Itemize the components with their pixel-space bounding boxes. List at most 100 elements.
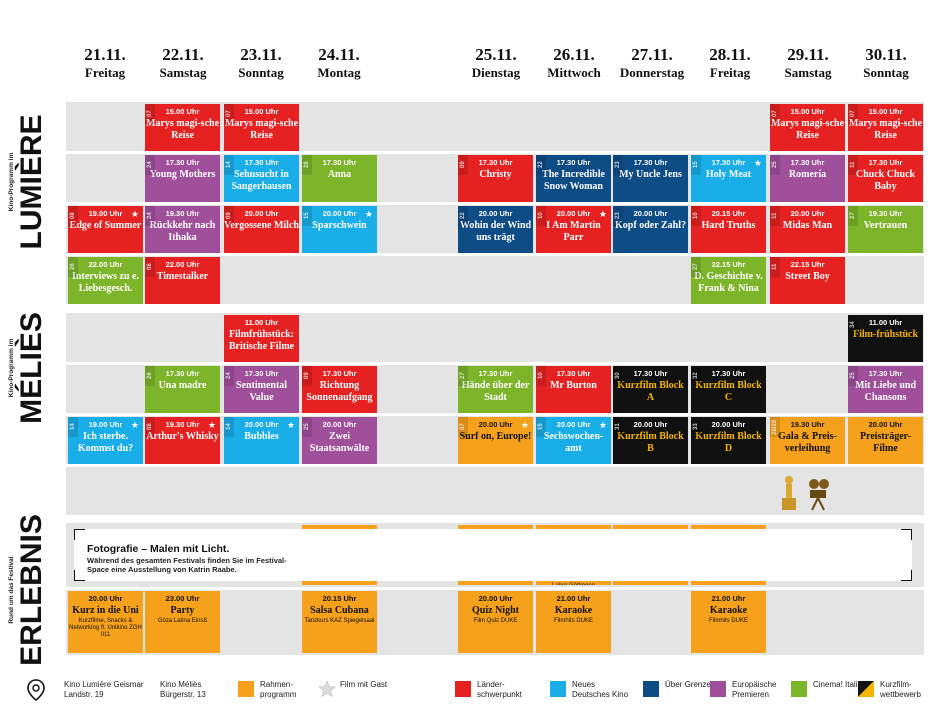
film-title: Interviews zu e. Liebesgesch. [72, 271, 139, 294]
event-cell[interactable]: 21.00 Uhr Karaoke Filmhits DUKE [536, 591, 611, 653]
event-cell[interactable]: 20.00 Uhr Kurz in die Uni Kurzfilme, Snack… [68, 591, 143, 653]
film-cell[interactable]: 25 20.00 Uhr Zwei Staatsanwälte [302, 417, 377, 464]
film-title: Midas Man [782, 220, 833, 231]
event-info: Göza Latina Einsß [157, 618, 208, 624]
film-cell[interactable]: 22 17.30 Uhr The Incredible Snow Woman [536, 155, 611, 202]
day-weekday: Samstag [784, 65, 832, 80]
day-weekday: Dienstag [471, 65, 521, 80]
venue-melies: Kino Méliès Bürgerstr. 13 [160, 680, 206, 699]
film-cell[interactable]: 11 20.00 Uhr Midas Man [770, 206, 845, 253]
film-cell[interactable]: 07 ★ 20.00 Uhr Surf on, Europe! [458, 417, 533, 464]
film-cell[interactable]: 14 17.30 Uhr Sehnsucht in Sangerhausen [224, 155, 299, 202]
exhibition-title: Fotografie – Malen mit Licht. [87, 543, 230, 555]
film-cell[interactable]: 14 ★ 19.00 Uhr Ich sterbe. Kommst du? [68, 417, 143, 464]
film-cell[interactable]: 23 17.30 Uhr My Uncle Jens [613, 155, 688, 202]
category-number: 25 [848, 366, 858, 386]
film-cell[interactable]: 10 ★ 20.00 Uhr I Am Martin Parr [536, 206, 611, 253]
film-cell[interactable]: 34 11.00 Uhr Film-frühstück [848, 315, 923, 362]
film-cell[interactable]: 26 17.30 Uhr Anna [302, 155, 377, 202]
film-cell[interactable]: 14 ★ 20.00 Uhr Bubbles [224, 417, 299, 464]
film-title: D. Geschichte v. Frank & Nina [694, 271, 763, 294]
film-title: Hände über der Stadt [461, 380, 530, 403]
film-cell[interactable]: 11 17.30 Uhr Chuck Chuck Baby [848, 155, 923, 202]
day-date: 26.11. [553, 45, 595, 64]
event-cell[interactable]: 23.00 Uhr Party Göza Latina Einsß [145, 591, 220, 653]
category-number: 25 [770, 155, 780, 175]
day-weekday: Samstag [159, 65, 207, 80]
film-cell[interactable]: 08 ★ 19.00 Uhr Edge of Summer [68, 206, 143, 253]
event-title: Quiz Night [472, 605, 519, 616]
film-cell[interactable]: 07 15.00 Uhr Marys magi-sche Reise [848, 104, 923, 151]
film-cell[interactable]: 15 ★ 20.00 Uhr Sparschwein [302, 206, 377, 253]
film-cell[interactable]: 33 20.00 Uhr Kurzfilm Block D [691, 417, 766, 464]
corner-mark [901, 529, 912, 540]
lumiere-sub: Kino-Programm im [8, 152, 15, 212]
film-cell[interactable]: 24 17.30 Uhr Young Mothers [145, 155, 220, 202]
film-cell[interactable]: 25 17.30 Uhr Romería [770, 155, 845, 202]
event-cell[interactable]: 20.00 Uhr Quiz Night Film Quiz DUKE [458, 591, 533, 653]
day-header: 23.11. Sonntag [221, 46, 301, 79]
film-cell[interactable]: 10 20.15 Uhr Hard Truths [691, 206, 766, 253]
film-cell[interactable]: 24 19.30 Uhr Rückkehr nach Ithaka [145, 206, 220, 253]
corner-mark [74, 570, 85, 581]
film-title: Bubbles [244, 431, 279, 442]
film-cell[interactable]: 22 20.00 Uhr Wohin der Wind uns trägt [458, 206, 533, 253]
star-icon: ★ [130, 420, 139, 430]
film-cell[interactable]: 07 15.00 Uhr Marys magi-sche Reise [145, 104, 220, 151]
film-cell[interactable]: 08 ★ 19.30 Uhr Arthur's Whisky [145, 417, 220, 464]
film-cell[interactable]: 08 22.00 Uhr Timestalker [145, 257, 220, 304]
event-time: 23.00 Uhr [165, 594, 200, 603]
film-time: 15.00 Uhr [244, 107, 279, 116]
day-header: 29.11. Samstag [768, 46, 848, 79]
film-cell[interactable]: 11.00 Uhr Filmfrühstück: Britische Filme [224, 315, 299, 362]
category-number: 23 [613, 155, 623, 175]
film-time: 19.30 Uhr [165, 420, 200, 429]
event-cell[interactable]: 21.00 Uhr Karaoke Filmhits DUKE [691, 591, 766, 653]
venue-lumiere: Kino Lumière Geismar Landstr. 19 [64, 680, 144, 699]
film-time: 17.30 Uhr [790, 158, 825, 167]
star-icon: ★ [598, 420, 607, 430]
film-cell[interactable]: 25 17.30 Uhr Mit Liebe und Chansons [848, 366, 923, 413]
film-cell[interactable]: 09 17.30 Uhr Christy [458, 155, 533, 202]
film-time: 19.00 Uhr [88, 209, 123, 218]
film-time: 20.15 Uhr [711, 209, 746, 218]
film-cell[interactable]: 09 17.30 Uhr Richtung Sonnenaufgang [302, 366, 377, 413]
film-title: Marys magi-sche Reise [224, 118, 299, 141]
star-icon [318, 680, 336, 698]
film-title: Christy [479, 169, 512, 180]
film-cell[interactable]: 11 22.15 Uhr Street Boy [770, 257, 845, 304]
category-number: 08 [68, 206, 78, 226]
film-cell[interactable]: 31 20.00 Uhr Kurzfilm Block B [613, 417, 688, 464]
film-cell[interactable]: 32 17.30 Uhr Kurzfilm Block C [691, 366, 766, 413]
film-cell[interactable]: 15 ★ 20.00 Uhr Sechswochen-amt [536, 417, 611, 464]
day-header: 27.11. Donnerstag [612, 46, 692, 79]
event-info: Film Quiz DUKE [473, 618, 518, 624]
film-cell[interactable]: 07 15.00 Uhr Marys magi-sche Reise [224, 104, 299, 151]
category-number: 22 [536, 155, 546, 175]
category-number: 11 [770, 257, 780, 277]
category-number: 09 [458, 155, 468, 175]
film-cell[interactable]: 10 17.30 Uhr Mr Burton [536, 366, 611, 413]
event-cell[interactable]: 20.15 Uhr Salsa Cubana Tanzkurs KAZ Spiege… [302, 591, 377, 653]
film-cell[interactable]: 26 17.30 Uhr Una madre [145, 366, 220, 413]
film-cell[interactable]: 28/29 19.30 Uhr Gala & Preis-verleihung [770, 417, 845, 464]
film-cell[interactable]: 30 17.30 Uhr Kurzfilm Block A [613, 366, 688, 413]
film-title: Gala & Preis-verleihung [778, 431, 837, 454]
film-cell[interactable]: 09 20.00 Uhr Vergossene Milch [224, 206, 299, 253]
film-cell[interactable]: 20.00 Uhr Preisträger-Filme [848, 417, 923, 464]
film-cell[interactable]: 15 ★ 17.30 Uhr Holy Meat [691, 155, 766, 202]
film-cell[interactable]: 07 15.00 Uhr Marys magi-sche Reise [770, 104, 845, 151]
film-cell[interactable]: 23 20.00 Uhr Kopf oder Zahl? [613, 206, 688, 253]
day-date: 29.11. [787, 45, 829, 64]
category-number: 14 [224, 155, 234, 175]
star-icon: ★ [207, 420, 216, 430]
film-cell[interactable]: 27 22.15 Uhr D. Geschichte v. Frank & Nina [691, 257, 766, 304]
film-cell[interactable]: 27 17.30 Uhr Hände über der Stadt [458, 366, 533, 413]
film-cell[interactable]: 26 22.00 Uhr Interviews zu e. Liebesgesch. [68, 257, 143, 304]
row-separator [66, 253, 924, 256]
legend-label: Rahmen-programm [260, 680, 297, 699]
category-number: 33 [691, 417, 701, 437]
film-cell[interactable]: 24 17.30 Uhr Sentimental Value [224, 366, 299, 413]
erlebnis-title: ERLEBNIS [15, 514, 48, 666]
film-cell[interactable]: 27 19.30 Uhr Vertrauen [848, 206, 923, 253]
